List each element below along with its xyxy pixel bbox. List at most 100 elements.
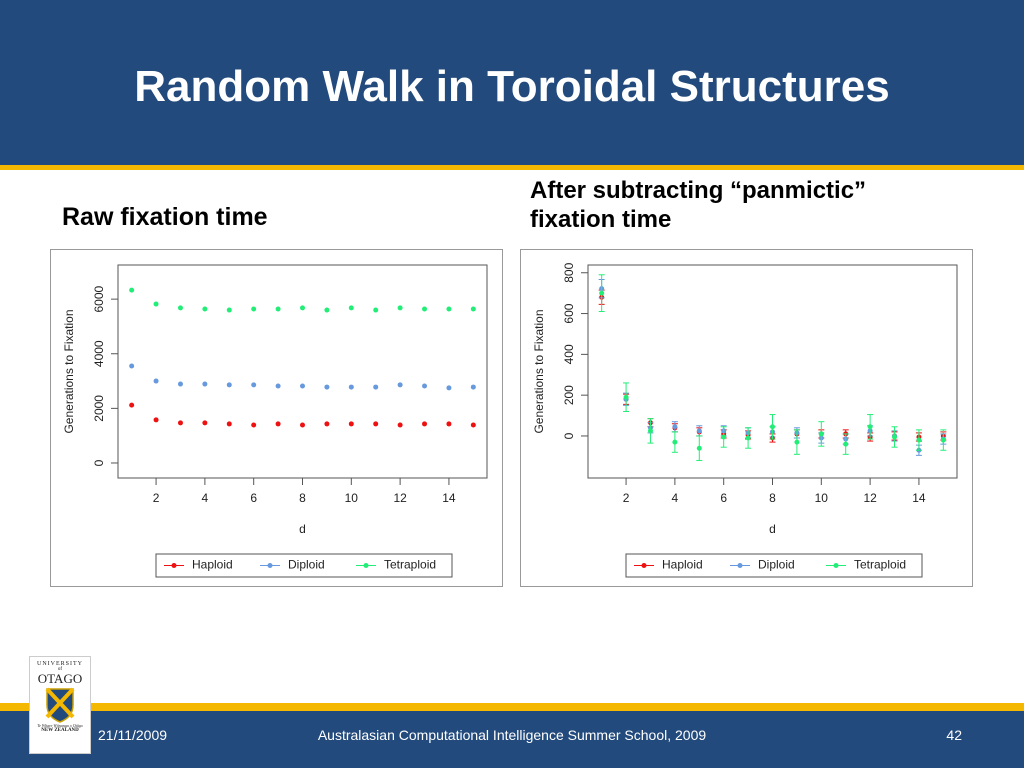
data-point	[177, 381, 183, 387]
data-point	[177, 420, 183, 426]
x-tick-label: 10	[345, 491, 359, 505]
data-point	[324, 307, 330, 313]
data-point	[696, 445, 702, 451]
slide-title: Random Walk in Toroidal Structures	[134, 62, 890, 111]
y-tick-label: 2000	[92, 395, 106, 422]
x-tick-label: 8	[769, 491, 776, 505]
data-point	[843, 441, 849, 447]
x-tick-label: 12	[863, 491, 877, 505]
y-tick-label: 600	[562, 303, 576, 323]
data-point	[153, 378, 159, 384]
legend-marker	[833, 563, 839, 568]
data-point	[300, 422, 305, 428]
data-point	[397, 305, 403, 311]
chart-left: 0 2000 4000 6000 2 4 6 8 10 12 14 d Generations to F…	[50, 249, 503, 587]
legend-label: Diploid	[288, 558, 325, 572]
y-axis-label: Generations to Fixation	[532, 309, 546, 433]
header-band	[0, 0, 1024, 165]
logo-text: UNIVERSITY	[37, 661, 83, 667]
legend-label: Haploid	[192, 558, 233, 572]
chart-right: 0 200 400 600 800 2 4 6 8 10 12 14 d Generations to F…	[520, 249, 973, 587]
footer-text: Australasian Computational Intelligence …	[317, 727, 707, 743]
data-point	[129, 402, 135, 408]
data-point	[226, 307, 232, 313]
logo-shield	[45, 687, 75, 723]
data-point	[446, 421, 452, 427]
right-heading: After subtracting “panmictic” fixation t…	[530, 177, 867, 233]
logo-text: NEW ZEALAND	[41, 728, 79, 733]
x-tick-label: 4	[202, 491, 209, 505]
data-point	[129, 363, 135, 369]
data-point	[153, 301, 159, 307]
data-point	[300, 305, 305, 311]
data-point	[202, 420, 208, 426]
y-tick-label: 0	[92, 459, 106, 466]
data-point	[647, 428, 653, 434]
university-logo: UNIVERSITY of OTAGO Te Whare Wānanga o O…	[29, 656, 91, 754]
data-point	[623, 394, 629, 400]
footer-stripe	[0, 703, 1024, 711]
y-tick-label: 200	[562, 385, 576, 405]
data-point	[446, 306, 452, 312]
legend-marker	[641, 563, 647, 568]
data-point	[672, 439, 678, 445]
data-point	[226, 421, 232, 427]
y-tick-label: 800	[562, 262, 576, 282]
x-tick-label: 2	[623, 491, 630, 505]
data-point	[202, 306, 208, 312]
data-point	[940, 437, 946, 443]
left-heading: Raw fixation time	[62, 203, 268, 231]
x-axis-label: d	[769, 522, 776, 536]
data-point	[300, 383, 305, 389]
data-point	[348, 421, 354, 427]
data-point	[251, 422, 257, 428]
logo-text: OTAGO	[37, 671, 83, 686]
data-point	[770, 424, 775, 430]
y-axis-label: Generations to Fixation	[62, 309, 76, 433]
y-tick-label: 400	[562, 344, 576, 364]
legend-label: Tetraploid	[384, 558, 436, 572]
chart-frame	[50, 249, 503, 587]
data-point	[275, 383, 281, 389]
x-tick-label: 12	[393, 491, 407, 505]
x-axis-label: d	[299, 522, 306, 536]
y-tick-label: 6000	[92, 285, 106, 312]
data-point	[251, 306, 257, 312]
x-tick-label: 6	[720, 491, 727, 505]
x-tick-label: 14	[912, 491, 926, 505]
data-point	[251, 382, 257, 388]
chart-frame	[520, 249, 973, 587]
data-point	[470, 384, 476, 390]
x-tick-label: 4	[672, 491, 679, 505]
data-point	[129, 287, 135, 293]
data-point	[867, 424, 873, 430]
data-point	[721, 434, 727, 440]
data-point	[153, 417, 159, 423]
data-point	[794, 439, 800, 445]
page-number: 42	[946, 727, 962, 743]
data-point	[892, 434, 898, 440]
data-point	[397, 422, 403, 428]
legend-marker	[737, 563, 743, 568]
footer-date: 21/11/2009	[98, 727, 168, 743]
data-point	[324, 421, 330, 427]
data-point	[745, 435, 751, 441]
header-stripe	[0, 165, 1024, 170]
legend-box	[625, 553, 923, 578]
legend-label: Haploid	[662, 558, 703, 572]
x-tick-label: 2	[153, 491, 160, 505]
data-point	[916, 437, 922, 443]
data-point	[324, 384, 330, 390]
data-point	[470, 306, 476, 312]
legend-box	[155, 553, 453, 578]
logo-text: of	[57, 667, 63, 672]
data-point	[226, 382, 232, 388]
data-point	[348, 384, 354, 390]
data-point	[373, 384, 379, 390]
data-point	[818, 431, 824, 437]
legend-label: Diploid	[758, 558, 795, 572]
data-point	[599, 290, 605, 296]
legend-marker	[267, 563, 273, 568]
data-point	[422, 383, 428, 389]
